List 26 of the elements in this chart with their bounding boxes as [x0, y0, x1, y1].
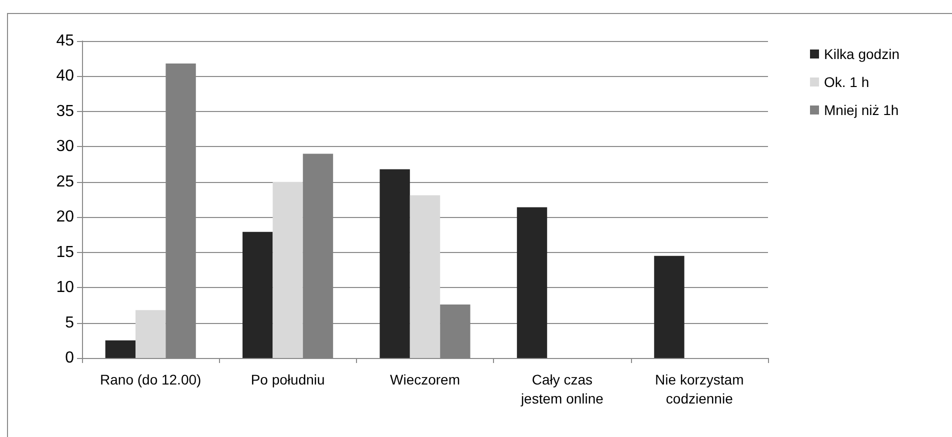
y-tick-label: 30: [56, 138, 74, 156]
bar: [516, 207, 548, 358]
y-tick-label: 20: [56, 208, 74, 226]
y-tick-label: 0: [65, 350, 74, 366]
bar: [654, 256, 684, 358]
y-tick-label: 40: [56, 68, 74, 85]
y-tick-label: 5: [65, 314, 74, 332]
x-tick-label: Wieczorem: [390, 372, 460, 388]
y-tick-label: 10: [56, 279, 74, 296]
y-tick-label: 35: [56, 102, 74, 120]
bar: [272, 182, 303, 358]
bar: [242, 232, 273, 358]
bar: [105, 340, 136, 358]
bar: [136, 310, 166, 358]
x-tick-label: Rano (do 12.00): [100, 372, 202, 388]
y-tick-label: 15: [56, 244, 74, 261]
y-tick-label: 45: [56, 32, 74, 50]
x-tick-label: Nie korzystam codziennie: [655, 372, 744, 406]
bar: [410, 195, 440, 358]
legend-label: Mniej niż 1h: [824, 102, 899, 118]
legend-label: Kilka godzin: [824, 46, 900, 62]
x-tick-label: Cały czas jestem online: [520, 372, 604, 406]
x-tick-label: Po południu: [250, 372, 325, 388]
bar: [380, 169, 410, 358]
y-tick-label: 25: [56, 173, 74, 190]
legend-label: Ok. 1 h: [824, 74, 870, 90]
